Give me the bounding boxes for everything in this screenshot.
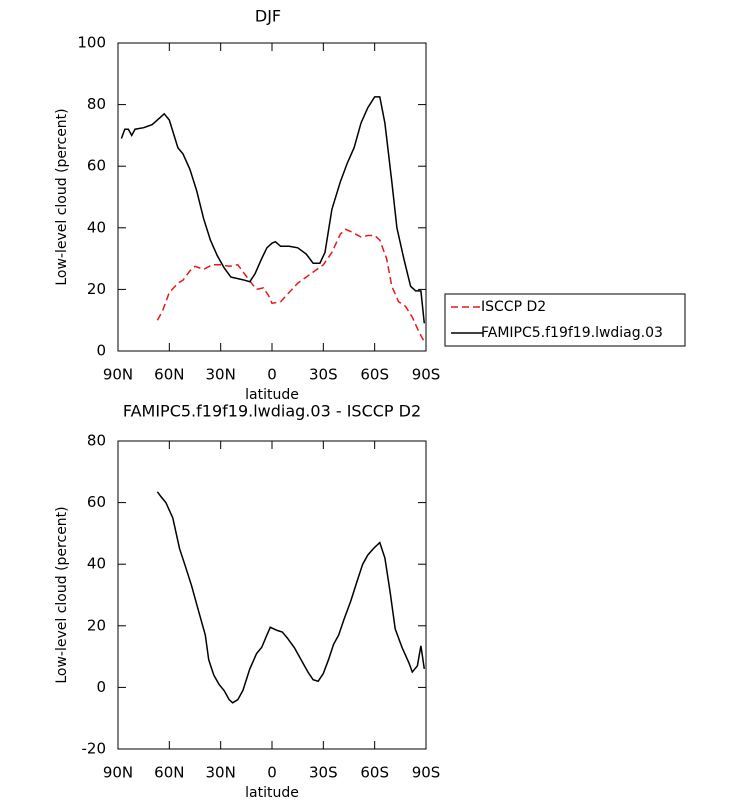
legend-label: FAMIPC5.f19f19.lwdiag.03 <box>481 325 663 341</box>
y-tick-label: 80 <box>87 432 106 450</box>
x-tick-label: 60N <box>154 366 184 384</box>
x-tick-label: 30N <box>206 764 236 782</box>
x-axis-label: latitude <box>245 387 299 403</box>
line-series <box>156 228 425 343</box>
x-tick-label: 60N <box>154 764 184 782</box>
plot-frame <box>117 440 427 750</box>
x-tick-label: 30N <box>206 366 236 384</box>
x-tick-label: 60S <box>360 764 389 782</box>
y-tick-label: 40 <box>87 555 106 573</box>
legend-box <box>444 293 686 347</box>
y-tick-label: 40 <box>87 218 106 236</box>
y-tick-label: 80 <box>87 95 106 113</box>
x-tick-label: 30S <box>309 366 338 384</box>
x-tick-label: 0 <box>267 764 277 782</box>
y-axis-label: Low-level cloud (percent) <box>54 506 70 683</box>
x-tick-label: 60S <box>360 366 389 384</box>
y-tick-label: 60 <box>87 157 106 175</box>
x-tick-label: 90S <box>412 764 441 782</box>
x-tick-label: 30S <box>309 764 338 782</box>
x-tick-label: 90S <box>412 366 441 384</box>
line-series <box>120 96 426 324</box>
x-tick-label: 0 <box>267 366 277 384</box>
y-tick-label: 20 <box>87 616 106 634</box>
legend-label: ISCCP D2 <box>481 299 546 315</box>
chart-title: FAMIPC5.f19f19.lwdiag.03 - ISCCP D2 <box>123 402 421 421</box>
chart-title: DJF <box>255 7 281 26</box>
y-tick-label: 100 <box>77 34 106 52</box>
y-tick-label: 20 <box>87 280 106 298</box>
x-axis-label: latitude <box>245 785 299 801</box>
y-axis-label: Low-level cloud (percent) <box>54 108 70 285</box>
x-tick-label: 90N <box>103 764 133 782</box>
line-series <box>156 491 426 704</box>
x-tick-label: 90N <box>103 366 133 384</box>
y-tick-label: 0 <box>96 678 106 696</box>
y-tick-label: 0 <box>96 342 106 360</box>
y-tick-label: 60 <box>87 493 106 511</box>
y-tick-label: -20 <box>82 740 107 758</box>
